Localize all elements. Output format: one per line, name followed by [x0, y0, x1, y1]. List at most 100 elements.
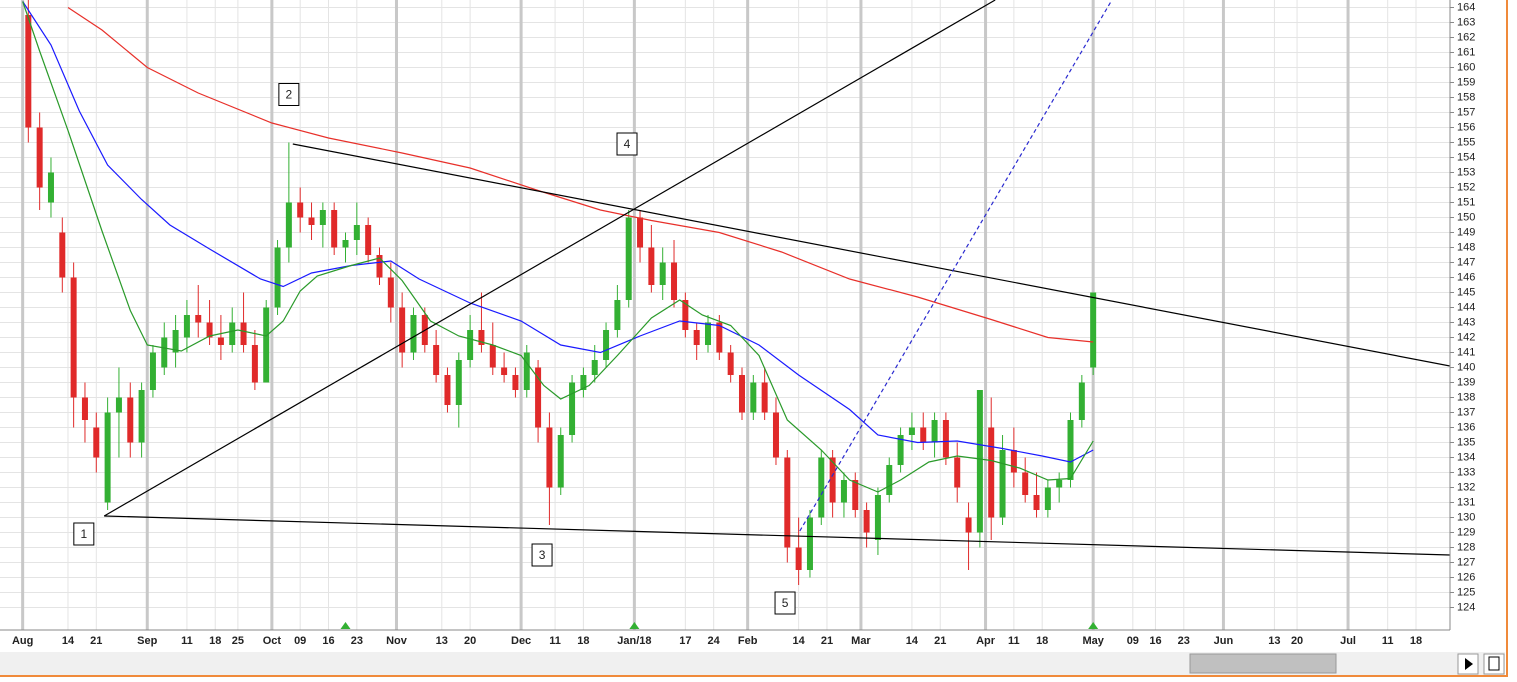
candle-body: [705, 322, 712, 345]
candle-body: [1010, 450, 1017, 473]
candle-body: [240, 322, 247, 345]
y-tick-label: 149: [1457, 226, 1475, 238]
candle-body: [478, 330, 485, 345]
candle-body: [999, 450, 1006, 518]
x-tick-label: 20: [464, 635, 476, 647]
candle-body: [942, 420, 949, 458]
candle-body: [761, 382, 768, 413]
candle-body: [331, 210, 338, 248]
annotation-label: 4: [624, 137, 631, 151]
y-tick-label: 141: [1457, 346, 1475, 358]
y-tick-label: 153: [1457, 166, 1475, 178]
candle-body: [818, 457, 825, 518]
plot: [22, 0, 1450, 629]
x-tick-label: 24: [708, 635, 721, 647]
candle-body: [319, 210, 326, 225]
page-icon: [1488, 656, 1500, 671]
x-tick-label: 21: [90, 635, 102, 647]
y-tick-label: 138: [1457, 391, 1475, 403]
x-tick-label: 11: [1008, 635, 1020, 647]
candle-body: [806, 517, 813, 570]
candle-body: [1078, 382, 1085, 420]
candle-body: [659, 262, 666, 285]
x-tick-label: 16: [1149, 635, 1161, 647]
y-tick-label: 163: [1457, 16, 1475, 28]
y-tick-label: 157: [1457, 106, 1475, 118]
annotation-label: 1: [80, 527, 87, 541]
y-tick-label: 160: [1457, 61, 1475, 73]
x-tick-label: 21: [821, 635, 833, 647]
annotation-label: 5: [782, 596, 789, 610]
moving-average-line: [22, 1, 1094, 493]
candle-body: [183, 315, 190, 338]
y-tick-label: 133: [1457, 466, 1475, 478]
x-tick-label: Jun: [1214, 635, 1234, 647]
x-tick-label: Feb: [738, 635, 758, 647]
plot-area: [0, 0, 1450, 630]
y-tick-label: 142: [1457, 331, 1475, 343]
y-tick-label: 147: [1457, 256, 1475, 268]
candle-body: [852, 480, 859, 510]
candle-body: [546, 427, 553, 488]
y-tick-label: 139: [1457, 376, 1475, 388]
candle-body: [988, 427, 995, 518]
y-tick-label: 154: [1457, 151, 1475, 163]
annotation-box: [278, 83, 300, 106]
candle-body: [206, 322, 213, 338]
candle-body: [1022, 472, 1029, 495]
x-tick-label: 11: [1382, 635, 1394, 647]
event-marker: [340, 622, 351, 629]
x-tick-label: 16: [322, 635, 334, 647]
candle-body: [455, 360, 462, 405]
candle-body: [444, 375, 451, 405]
candle-body: [897, 435, 904, 465]
y-tick-label: 140: [1457, 361, 1475, 373]
candle-body: [920, 427, 927, 443]
y-tick-label: 136: [1457, 421, 1475, 433]
candle-body: [569, 382, 576, 435]
candle-body: [840, 480, 847, 503]
y-tick-label: 137: [1457, 406, 1475, 418]
y-tick-label: 125: [1457, 586, 1475, 598]
y-tick-label: 159: [1457, 76, 1475, 88]
candle-body: [671, 262, 678, 300]
candle-body: [648, 247, 655, 285]
event-marker: [1088, 622, 1099, 629]
candle-body: [138, 390, 145, 443]
x-tick-label: 09: [1127, 635, 1139, 647]
candle-body: [1056, 480, 1063, 488]
x-tick-label: Aug: [12, 635, 33, 647]
candle-body: [954, 457, 961, 488]
x-tick-label: Dec: [511, 635, 531, 647]
candle-body: [36, 127, 43, 188]
candle-body: [886, 465, 893, 495]
candle-body: [387, 277, 394, 308]
candle-body: [127, 397, 134, 443]
candle-body: [489, 345, 496, 368]
x-tick-label: 14: [62, 635, 75, 647]
x-tick-label: 11: [549, 635, 561, 647]
annotation-label: 3: [539, 548, 546, 562]
scrollbar-thumb[interactable]: [1189, 653, 1337, 674]
candle-body: [263, 307, 270, 383]
trend-line: [799, 0, 1113, 532]
candle-body: [161, 337, 168, 368]
candle-body: [863, 510, 870, 533]
candle-body: [682, 300, 689, 330]
annotation-box: [531, 543, 553, 567]
candle-body: [591, 360, 598, 375]
y-tick-label: 143: [1457, 316, 1475, 328]
candle-body: [738, 375, 745, 413]
candle-body: [70, 277, 77, 398]
candle-body: [365, 225, 372, 255]
moving-average-line: [67, 6, 1094, 343]
y-tick-label: 156: [1457, 121, 1475, 133]
y-tick-label: 164: [1457, 1, 1475, 13]
axes: 1241251261271281291301311321331341351361…: [12, 1, 1475, 647]
y-tick-label: 130: [1457, 511, 1475, 523]
candle-body: [512, 375, 519, 390]
candle-body: [93, 427, 100, 458]
candle-body: [614, 300, 621, 330]
event-marker: [629, 622, 640, 629]
